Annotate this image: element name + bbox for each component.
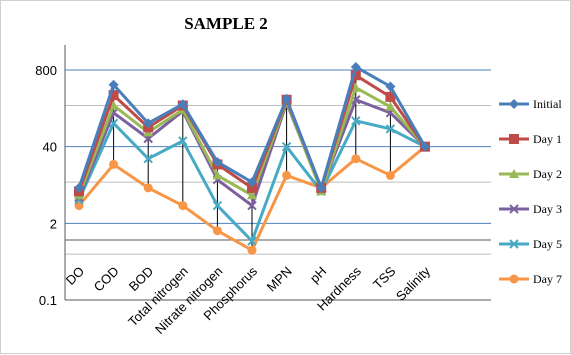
data-point <box>212 200 223 211</box>
data-point <box>74 182 84 193</box>
data-point <box>385 101 396 111</box>
data-point <box>212 170 223 180</box>
data-point <box>282 170 292 180</box>
legend-label: Day 3 <box>533 202 562 216</box>
legend-label: Day 5 <box>533 237 562 251</box>
axes <box>64 45 491 301</box>
data-point <box>509 274 519 284</box>
legend-label: Day 1 <box>533 132 562 146</box>
x-tick-label: MPN <box>264 264 295 295</box>
data-point <box>281 93 292 104</box>
y-tick-label: 2 <box>50 216 57 231</box>
y-tick-label: 0.1 <box>39 293 57 308</box>
series-lines <box>74 61 430 255</box>
data-point <box>385 91 396 102</box>
data-point <box>351 154 361 164</box>
legend-label: Day 7 <box>533 272 562 286</box>
data-point <box>247 190 257 200</box>
data-point <box>212 156 223 167</box>
data-point <box>109 159 119 169</box>
data-point <box>350 61 361 72</box>
data-point <box>247 182 257 193</box>
data-point <box>143 183 153 193</box>
series-line <box>77 73 427 192</box>
data-point <box>212 226 222 236</box>
legend-label: Day 2 <box>533 167 562 181</box>
legend-entry: Day 2 <box>499 167 562 181</box>
data-point <box>247 200 257 211</box>
data-point <box>509 204 519 214</box>
data-point <box>385 81 396 92</box>
y-tick-label: 800 <box>35 63 57 78</box>
data-point <box>178 201 188 211</box>
data-point <box>509 99 519 109</box>
data-point <box>316 182 327 193</box>
data-point <box>385 124 396 134</box>
data-point <box>247 236 257 246</box>
x-tick-label: TSS <box>370 263 399 292</box>
gridlines <box>65 69 491 255</box>
data-point <box>108 79 119 90</box>
x-tick-label: pH <box>307 264 329 286</box>
data-point <box>351 116 361 126</box>
data-point <box>509 134 519 144</box>
x-tick-label: Salinity <box>393 263 434 304</box>
data-point <box>509 239 519 249</box>
y-tick-labels: 0.1 2 40 800 <box>35 63 57 308</box>
data-point <box>143 153 153 164</box>
data-point <box>350 70 361 81</box>
data-point <box>247 245 257 255</box>
data-point <box>420 141 430 152</box>
data-point <box>509 169 519 178</box>
legend-entry: Day 7 <box>499 272 562 286</box>
chart-title: SAMPLE 2 <box>184 14 268 33</box>
legend-label: Initial <box>533 97 562 111</box>
legend-entry: Day 5 <box>499 237 562 251</box>
legend-entry: Initial <box>499 97 562 111</box>
x-tick-label: BOD <box>126 264 157 295</box>
data-point <box>247 177 257 188</box>
data-point <box>281 141 292 152</box>
data-point <box>350 82 361 92</box>
series-initial <box>74 61 430 193</box>
x-tick-label: COD <box>91 264 122 295</box>
legend: Initial Day 1 Day 2 Day 3 Day 5 Day 7 <box>499 97 562 286</box>
legend-entry: Day 1 <box>499 132 562 146</box>
data-point <box>178 136 188 146</box>
x-tick-label: DO <box>63 264 87 288</box>
drop-lines <box>78 66 391 251</box>
data-point <box>108 90 119 101</box>
data-point <box>177 99 188 110</box>
data-point <box>385 170 395 180</box>
data-point <box>108 100 119 110</box>
y-tick-label: 40 <box>43 140 57 155</box>
legend-entry: Day 3 <box>499 202 562 216</box>
data-point <box>143 118 154 129</box>
